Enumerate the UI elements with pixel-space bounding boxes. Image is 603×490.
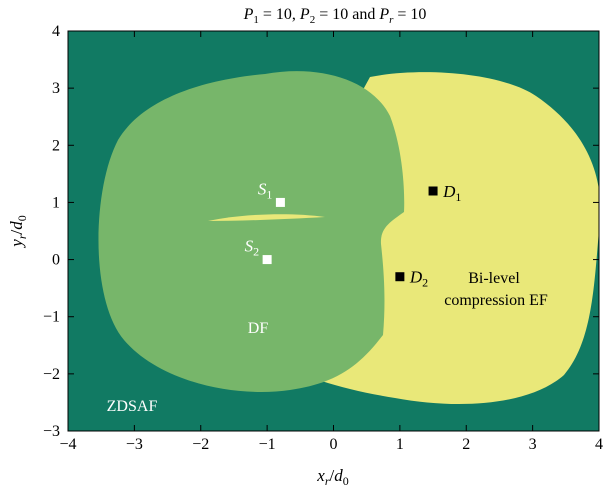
marker-s1 [275, 197, 285, 207]
y-tick-label: 0 [52, 252, 60, 269]
region-label-df: DF [248, 320, 269, 337]
y-tick-label: 2 [52, 137, 60, 154]
plot-area [68, 31, 599, 431]
x-tick-label: 1 [396, 436, 404, 453]
region-df [98, 71, 405, 392]
x-axis-label: xr/d0 [316, 466, 348, 488]
y-tick-label: 4 [52, 23, 60, 40]
marker-s2 [262, 255, 272, 265]
chart-title: P1 = 10, P2 = 10 and Pr = 10 [243, 6, 427, 26]
region-ef-sliver [208, 214, 325, 221]
y-tick-label: 3 [52, 80, 60, 97]
marker-d2 [395, 272, 405, 282]
y-tick-label: −2 [43, 366, 60, 383]
marker-label-d2: D2 [409, 268, 428, 290]
x-tick-label: 3 [529, 436, 537, 453]
y-axis-label: yr/d0 [7, 215, 29, 248]
marker-label-s1: S1 [258, 179, 273, 201]
marker-d1 [428, 186, 438, 196]
y-tick-label: −1 [43, 309, 60, 326]
y-ticks: −3 −2 −1 0 1 2 3 4 [43, 23, 599, 440]
y-tick-label: −3 [43, 423, 60, 440]
x-ticks: −4 −3 −2 −1 0 1 2 3 4 [59, 31, 603, 453]
region-label-zdsaf: ZDSAF [107, 398, 158, 415]
x-tick-label: −1 [259, 436, 276, 453]
x-tick-label: −3 [126, 436, 143, 453]
marker-label-s2: S2 [245, 237, 260, 259]
x-tick-label: −4 [59, 436, 76, 453]
region-label-ef: Bi-level compression EF [444, 270, 548, 309]
x-tick-label: 2 [462, 436, 470, 453]
x-tick-label: 4 [595, 436, 603, 453]
y-tick-label: 1 [52, 194, 60, 211]
marker-label-d1: D1 [442, 182, 461, 204]
x-tick-label: −2 [192, 436, 209, 453]
x-tick-label: 0 [330, 436, 338, 453]
